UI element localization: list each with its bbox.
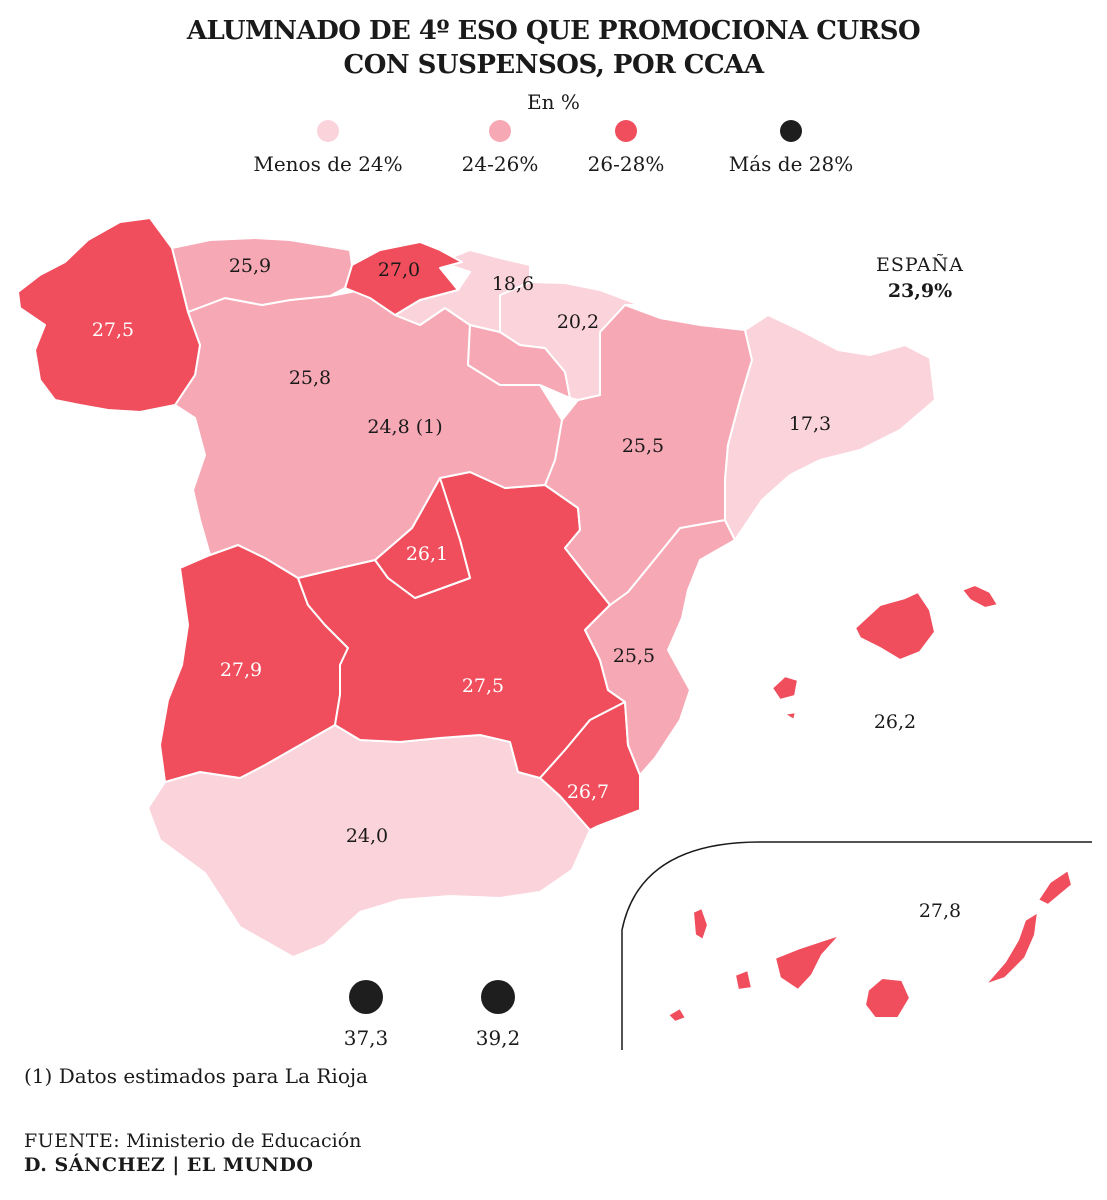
label-valenciana: 25,5: [613, 645, 655, 667]
region-cantabria: [344, 241, 463, 316]
spain-map: 27,5 25,9 27,0 18,6 20,2 25,8 24,8 (1) 2…: [17, 217, 1092, 1050]
label-pais-vasco: 18,6: [492, 273, 534, 295]
credit-line: D. SÁNCHEZ | EL MUNDO: [24, 1154, 314, 1176]
ceuta-value: 37,3: [343, 1026, 389, 1050]
label-canarias: 27,8: [919, 900, 961, 922]
region-baleares-ibiza: [771, 675, 799, 701]
label-extremadura: 27,9: [220, 659, 262, 681]
region-navarra: [499, 281, 641, 401]
source-text: Ministerio de Educación: [120, 1130, 362, 1152]
region-canarias-el-hierro: [667, 1007, 687, 1023]
source-label: FUENTE:: [24, 1130, 121, 1152]
label-galicia: 27,5: [92, 319, 134, 341]
title-line-1: ALUMNADO DE 4º ESO QUE PROMOCIONA CURSO: [186, 16, 921, 46]
region-cataluna: [724, 314, 936, 541]
label-baleares: 26,2: [874, 711, 916, 733]
enclave-ceuta: 37,3: [326, 980, 406, 1050]
legend-item-mas-28: Más de 28%: [691, 120, 891, 176]
canarias-inset-frame: [621, 841, 1092, 1050]
label-aragon: 25,5: [622, 435, 664, 457]
legend-label: Menos de 24%: [253, 152, 403, 176]
label-cataluna: 17,3: [789, 413, 831, 435]
region-asturias: [171, 237, 353, 313]
region-canarias-la-gomera: [734, 969, 753, 991]
region-murcia: [539, 701, 641, 831]
label-navarra: 20,2: [557, 311, 599, 333]
legend-item-menos-24: Menos de 24%: [228, 120, 428, 176]
region-canarias-fuerteventura: [984, 911, 1039, 986]
label-castilla-y-leon: 25,8: [289, 367, 331, 389]
region-baleares-formentera: [783, 711, 797, 721]
region-baleares-menorca: [961, 584, 999, 609]
legend-label: 24-26%: [461, 152, 539, 176]
melilla-marker: [481, 980, 515, 1014]
chart-title: ALUMNADO DE 4º ESO QUE PROMOCIONA CURSO …: [0, 14, 1107, 82]
legend-item-26-28: 26-28%: [526, 120, 726, 176]
footnote: (1) Datos estimados para La Rioja: [24, 1064, 368, 1088]
region-canarias-la-palma: [692, 907, 709, 941]
region-canarias-gran-canaria: [864, 977, 911, 1019]
label-la-rioja: 24,8 (1): [367, 416, 442, 438]
region-canarias-tenerife: [774, 934, 841, 991]
legend-label: 26-28%: [587, 152, 665, 176]
subtitle: En %: [527, 90, 580, 114]
label-andalucia: 24,0: [346, 825, 388, 847]
legend-item-24-26: 24-26%: [400, 120, 600, 176]
title-line-2: CON SUSPENSOS, POR CCAA: [343, 50, 765, 80]
label-cantabria: 27,0: [378, 259, 420, 281]
label-castilla-la-mancha: 27,5: [462, 675, 504, 697]
legend-swatch: [317, 120, 339, 142]
region-canarias-lanzarote: [1037, 869, 1073, 906]
spain-name: ESPAÑA: [876, 254, 964, 276]
melilla-value: 39,2: [475, 1026, 521, 1050]
region-galicia: [17, 217, 201, 413]
label-madrid: 26,1: [406, 543, 448, 565]
ceuta-marker: [349, 980, 383, 1014]
region-baleares-mallorca: [854, 591, 936, 661]
spain-total: ESPAÑA 23,9%: [850, 252, 990, 304]
spain-value: 23,9%: [887, 280, 953, 302]
legend-swatch: [489, 120, 511, 142]
legend-swatch: [615, 120, 637, 142]
source-line: FUENTE: Ministerio de Educación: [24, 1130, 361, 1152]
label-asturias: 25,9: [229, 255, 271, 277]
legend-label: Más de 28%: [728, 152, 854, 176]
legend-swatch: [780, 120, 802, 142]
enclave-melilla: 39,2: [458, 980, 538, 1050]
region-valenciana: [584, 519, 736, 776]
label-murcia: 26,7: [567, 781, 609, 803]
